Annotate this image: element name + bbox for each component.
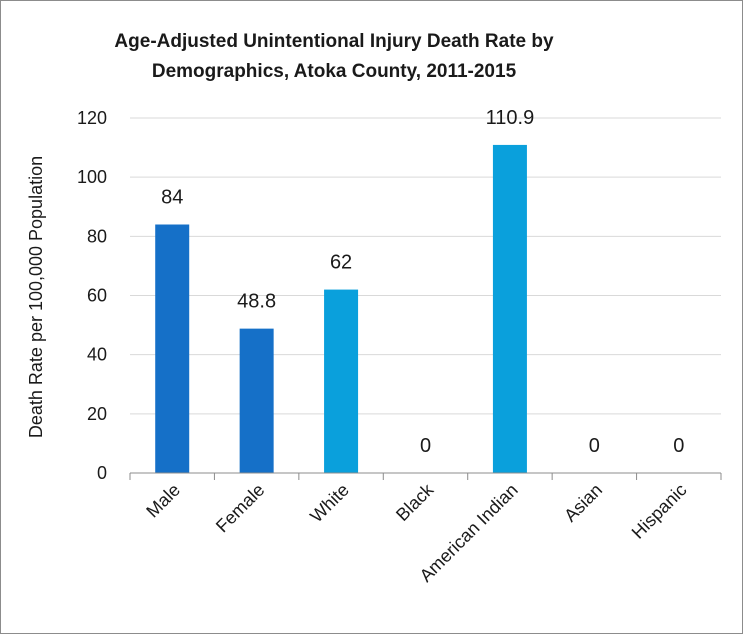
data-label: 84 bbox=[161, 187, 183, 209]
x-category-label: Male bbox=[142, 480, 184, 522]
chart-title: Age-Adjusted Unintentional Injury Death … bbox=[114, 31, 554, 82]
bar bbox=[239, 328, 274, 473]
data-label: 48.8 bbox=[237, 291, 276, 313]
x-category-label: Female bbox=[212, 480, 269, 537]
data-labels: 84 48.8 62 0 110.9 0 0 bbox=[161, 107, 684, 457]
x-axis bbox=[129, 472, 722, 480]
bars bbox=[155, 144, 527, 473]
chart-title-line-2: Demographics, Atoka County, 2011-2015 bbox=[152, 61, 517, 82]
x-category-label: White bbox=[306, 480, 353, 527]
y-tick-label: 80 bbox=[87, 226, 107, 246]
y-tick-label: 120 bbox=[77, 108, 107, 128]
y-tick-label: 100 bbox=[77, 167, 107, 187]
data-label: 0 bbox=[420, 435, 431, 457]
data-label: 110.9 bbox=[486, 107, 535, 129]
y-axis-ticks: 0 20 40 60 80 100 120 bbox=[77, 108, 107, 483]
y-tick-label: 0 bbox=[97, 463, 107, 483]
data-label: 62 bbox=[330, 252, 352, 274]
data-label: 0 bbox=[673, 435, 684, 457]
chart-title-line-1: Age-Adjusted Unintentional Injury Death … bbox=[114, 31, 554, 52]
x-category-label: Black bbox=[392, 479, 438, 525]
y-tick-label: 40 bbox=[87, 345, 107, 365]
y-tick-label: 60 bbox=[87, 286, 107, 306]
bar bbox=[324, 289, 359, 473]
x-category-label: Asian bbox=[560, 480, 606, 526]
data-label: 0 bbox=[589, 435, 600, 457]
bar bbox=[155, 224, 190, 473]
bar bbox=[492, 144, 527, 473]
x-category-label: Hispanic bbox=[628, 480, 691, 543]
gridlines bbox=[130, 117, 721, 415]
y-tick-label: 20 bbox=[87, 404, 107, 424]
y-axis-label: Death Rate per 100,000 Population bbox=[26, 156, 46, 438]
